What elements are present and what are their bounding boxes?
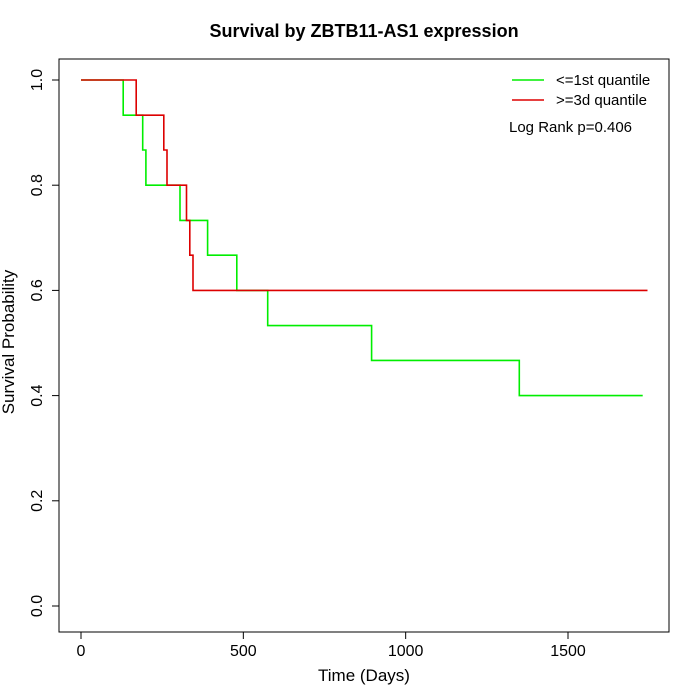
- legend: <=1st quantile >=3d quantile: [512, 72, 650, 109]
- x-axis: 0 500 1000 1500: [77, 631, 586, 660]
- series-line-1: [81, 79, 643, 397]
- y-tick-label: 0.6: [29, 279, 46, 301]
- x-tick-label: 1000: [388, 643, 424, 660]
- y-tick-label: 0.4: [29, 384, 46, 406]
- y-axis: 0.0 0.2 0.4 0.6 0.8 1.0: [29, 69, 60, 617]
- y-tick-label: 0.2: [29, 490, 46, 512]
- x-tick-label: 1500: [550, 643, 586, 660]
- legend-label-1: <=1st quantile: [556, 72, 650, 89]
- y-tick-label: 0.8: [29, 174, 46, 196]
- log-rank-annotation: Log Rank p=0.406: [509, 119, 632, 136]
- y-tick-label: 0.0: [29, 595, 46, 617]
- chart-title: Survival by ZBTB11-AS1 expression: [209, 21, 518, 41]
- y-tick-label: 1.0: [29, 69, 46, 91]
- x-tick-label: 500: [230, 643, 257, 660]
- x-tick-label: 0: [77, 643, 86, 660]
- series-layer: [81, 79, 648, 397]
- legend-label-2: >=3d quantile: [556, 92, 647, 109]
- y-axis-label: Survival Probability: [0, 269, 18, 414]
- x-axis-label: Time (Days): [318, 666, 410, 685]
- series-line-2: [81, 79, 648, 292]
